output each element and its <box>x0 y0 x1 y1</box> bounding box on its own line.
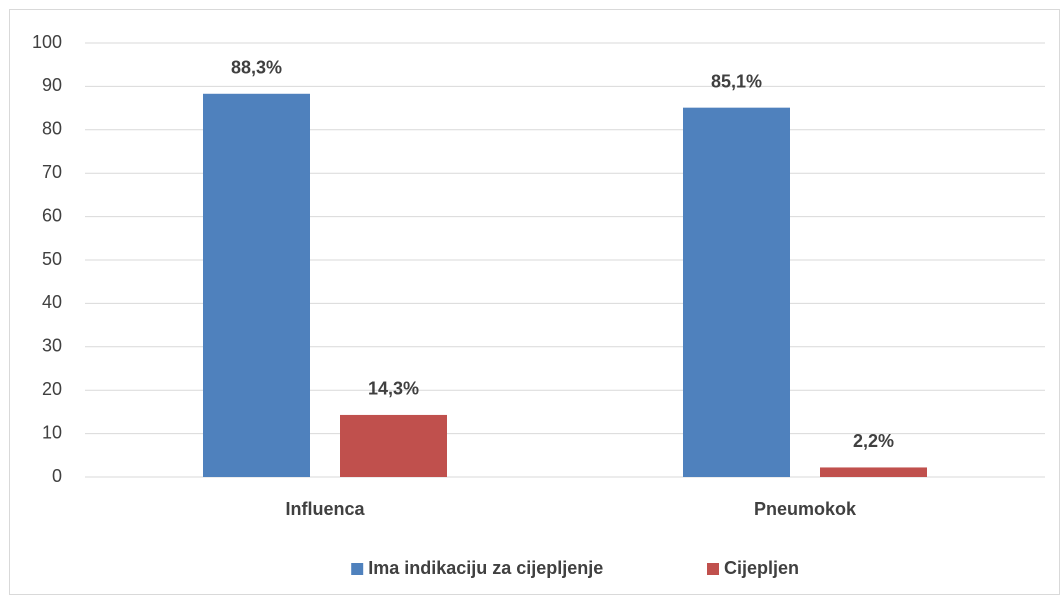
y-tick-label: 30 <box>42 336 62 356</box>
y-tick-label: 0 <box>52 466 62 486</box>
x-tick-label: Influenca <box>285 499 365 519</box>
y-tick-label: 10 <box>42 422 62 442</box>
data-label: 14,3% <box>368 379 419 399</box>
y-tick-label: 20 <box>42 379 62 399</box>
y-tick-label: 80 <box>42 119 62 139</box>
data-label: 85,1% <box>711 71 762 91</box>
y-tick-label: 50 <box>42 249 62 269</box>
legend-label: Cijepljen <box>724 558 799 578</box>
legend-swatch <box>707 563 719 575</box>
bar <box>683 107 790 477</box>
legend-label: Ima indikaciju za cijepljenje <box>368 558 603 578</box>
chart-border <box>9 9 1060 595</box>
y-tick-label: 90 <box>42 75 62 95</box>
y-tick-label: 100 <box>32 32 62 52</box>
x-tick-label: Pneumokok <box>754 499 857 519</box>
bar <box>340 414 447 477</box>
legend-swatch <box>351 563 364 575</box>
y-tick-label: 40 <box>42 292 62 312</box>
y-tick-label: 70 <box>42 162 62 182</box>
y-tick-label: 60 <box>42 205 62 225</box>
data-label: 2,2% <box>853 431 894 451</box>
bar <box>203 93 310 477</box>
data-label: 88,3% <box>231 58 282 78</box>
bar <box>820 467 927 477</box>
